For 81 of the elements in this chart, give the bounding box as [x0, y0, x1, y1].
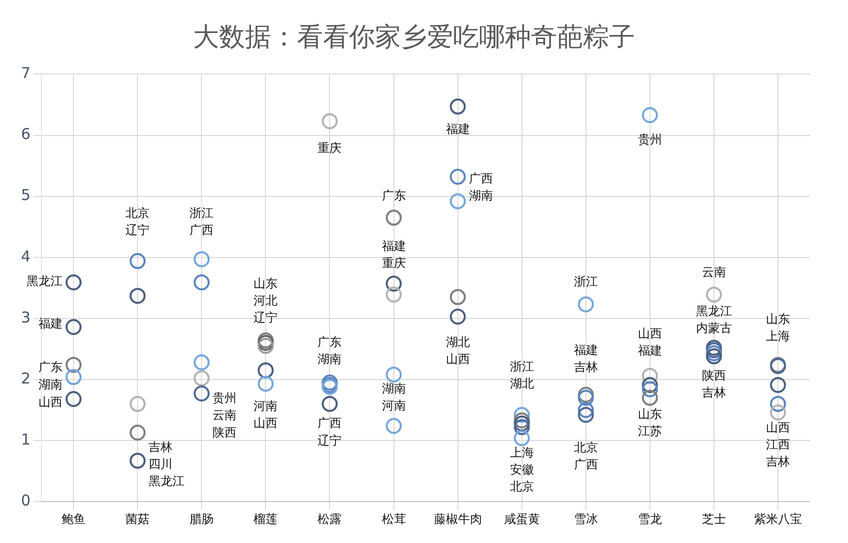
y-tick-label: 4	[20, 247, 31, 266]
y-tick-label: 5	[20, 186, 31, 204]
y-tick-label: 0	[20, 491, 31, 510]
annotation: 安徽	[510, 462, 534, 477]
annotation: 福建	[638, 344, 662, 358]
annotation: 贵州	[638, 132, 662, 146]
annotation: 山东	[766, 312, 790, 326]
x-tick-label: 榴莲	[254, 512, 278, 526]
annotation: 辽宁	[318, 433, 342, 448]
x-tick-label: 咸蛋黄	[504, 512, 540, 526]
annotation: 山西	[766, 420, 790, 434]
annotation: 四川	[148, 457, 173, 472]
annotation: 陕西	[212, 425, 237, 440]
annotation: 山东	[254, 276, 278, 290]
annotation: 内蒙古	[696, 320, 732, 335]
x-tick-label: 腊肠	[190, 512, 214, 526]
annotation: 湖北	[510, 376, 534, 390]
annotation: 河北	[254, 293, 278, 308]
annotation: 上海	[766, 328, 790, 343]
y-tick-label: 3	[20, 308, 31, 326]
annotation: 浙江	[510, 359, 534, 374]
annotation: 广西	[468, 171, 493, 186]
annotation: 广西	[318, 416, 342, 430]
x-tick-label: 紫米八宝	[754, 512, 802, 526]
annotation: 陕西	[702, 368, 726, 383]
annotation: 湖南	[38, 378, 63, 392]
annotation: 黑龙江	[26, 274, 63, 288]
annotation: 广东	[382, 188, 406, 202]
annotation: 广西	[574, 458, 598, 472]
annotation: 福建	[574, 342, 598, 357]
annotation: 山西	[446, 352, 470, 366]
annotation: 湖南	[382, 381, 406, 396]
annotation: 北京	[510, 480, 534, 494]
annotation: 黑龙江	[696, 304, 732, 318]
annotation: 湖南	[318, 352, 342, 366]
annotation: 浙江	[190, 206, 214, 220]
y-tick-label: 6	[20, 125, 31, 144]
chart-title: 大数据：看看你家乡爱吃哪种奇葩粽子	[193, 22, 635, 52]
annotation: 广东	[38, 360, 63, 374]
annotation: 山西	[38, 394, 63, 409]
x-tick-label: 松茸	[382, 512, 406, 526]
annotation: 江西	[766, 438, 790, 452]
x-tick-label: 松露	[318, 512, 342, 526]
annotation: 上海	[510, 445, 534, 460]
y-tick-label: 2	[20, 369, 31, 388]
annotation: 云南	[212, 408, 237, 422]
annotation: 吉林	[574, 360, 598, 374]
annotation: 山西	[254, 416, 278, 430]
x-tick-label: 藤椒牛肉	[434, 512, 482, 526]
annotation: 重庆	[382, 256, 406, 270]
annotation: 山东	[638, 407, 662, 422]
annotation: 山西	[638, 326, 662, 340]
x-tick-label: 雪冰	[574, 512, 598, 526]
annotation: 黑龙江	[148, 474, 185, 488]
annotation: 吉林	[148, 440, 173, 454]
y-tick-label: 7	[20, 64, 31, 82]
annotation: 浙江	[574, 274, 598, 289]
annotation: 北京	[126, 206, 150, 220]
annotation: 广东	[318, 334, 342, 349]
annotation: 湖北	[446, 334, 470, 349]
annotation: 江苏	[638, 424, 662, 438]
annotation: 福建	[446, 122, 470, 136]
annotation: 贵州	[212, 391, 237, 406]
x-tick-label: 芝士	[702, 512, 726, 526]
annotation: 辽宁	[126, 223, 150, 238]
annotation: 河南	[382, 398, 406, 412]
annotation: 重庆	[318, 140, 342, 155]
annotation: 湖南	[468, 188, 493, 202]
x-tick-label: 菌菇	[126, 512, 150, 526]
annotation: 吉林	[766, 454, 790, 469]
annotation: 福建	[38, 316, 63, 331]
annotation: 北京	[574, 440, 598, 455]
annotation: 辽宁	[254, 310, 278, 325]
annotation: 云南	[702, 264, 726, 279]
y-tick-label: 1	[20, 430, 31, 448]
annotation: 吉林	[702, 386, 726, 400]
x-tick-label: 雪龙	[638, 512, 662, 526]
annotation: 福建	[382, 239, 406, 254]
annotation: 广西	[190, 223, 214, 238]
x-tick-label: 鲍鱼	[62, 512, 86, 526]
annotation: 河南	[254, 399, 278, 414]
